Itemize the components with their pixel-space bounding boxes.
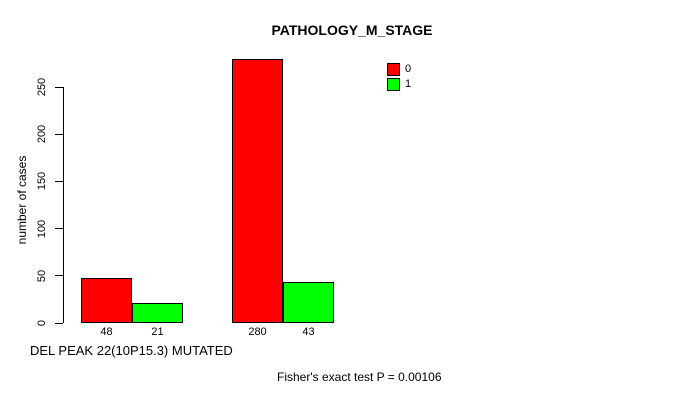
bar-value-label: 280 — [248, 326, 267, 338]
y-tick-mark — [55, 180, 63, 182]
bar-value-label: 43 — [302, 326, 315, 338]
x-axis-label: DEL PEAK 22(10P15.3) MUTATED — [30, 343, 233, 358]
legend-swatch-1 — [387, 78, 400, 91]
y-tick-label: 100 — [36, 219, 48, 238]
y-axis-line — [63, 87, 64, 323]
y-tick-mark — [55, 322, 63, 324]
y-tick-label: 0 — [36, 319, 48, 327]
legend-label: 0 — [405, 63, 412, 75]
legend-entry: 0 — [387, 63, 411, 76]
bar-series-0 — [232, 58, 283, 323]
y-tick-mark — [55, 228, 63, 230]
legend-swatch-0 — [387, 63, 400, 76]
chart-title: PATHOLOGY_M_STAGE — [271, 22, 433, 38]
bar-value-label: 48 — [100, 326, 113, 338]
bar-series-1 — [283, 282, 334, 323]
y-tick-label: 250 — [36, 77, 48, 97]
legend-label: 1 — [405, 78, 412, 90]
y-tick-label: 200 — [36, 125, 48, 144]
y-tick-mark — [55, 86, 63, 88]
bar-value-label: 21 — [151, 326, 164, 338]
y-tick-mark — [55, 133, 63, 135]
y-axis-label: number of cases — [15, 155, 29, 245]
stat-annotation: Fisher's exact test P = 0.00106 — [277, 370, 442, 384]
y-tick-label: 50 — [36, 269, 48, 282]
y-tick-mark — [55, 275, 63, 277]
legend-entry: 1 — [387, 78, 411, 91]
bar-series-1 — [132, 303, 183, 323]
bar-series-0 — [81, 277, 132, 323]
y-tick-label: 150 — [36, 172, 48, 191]
